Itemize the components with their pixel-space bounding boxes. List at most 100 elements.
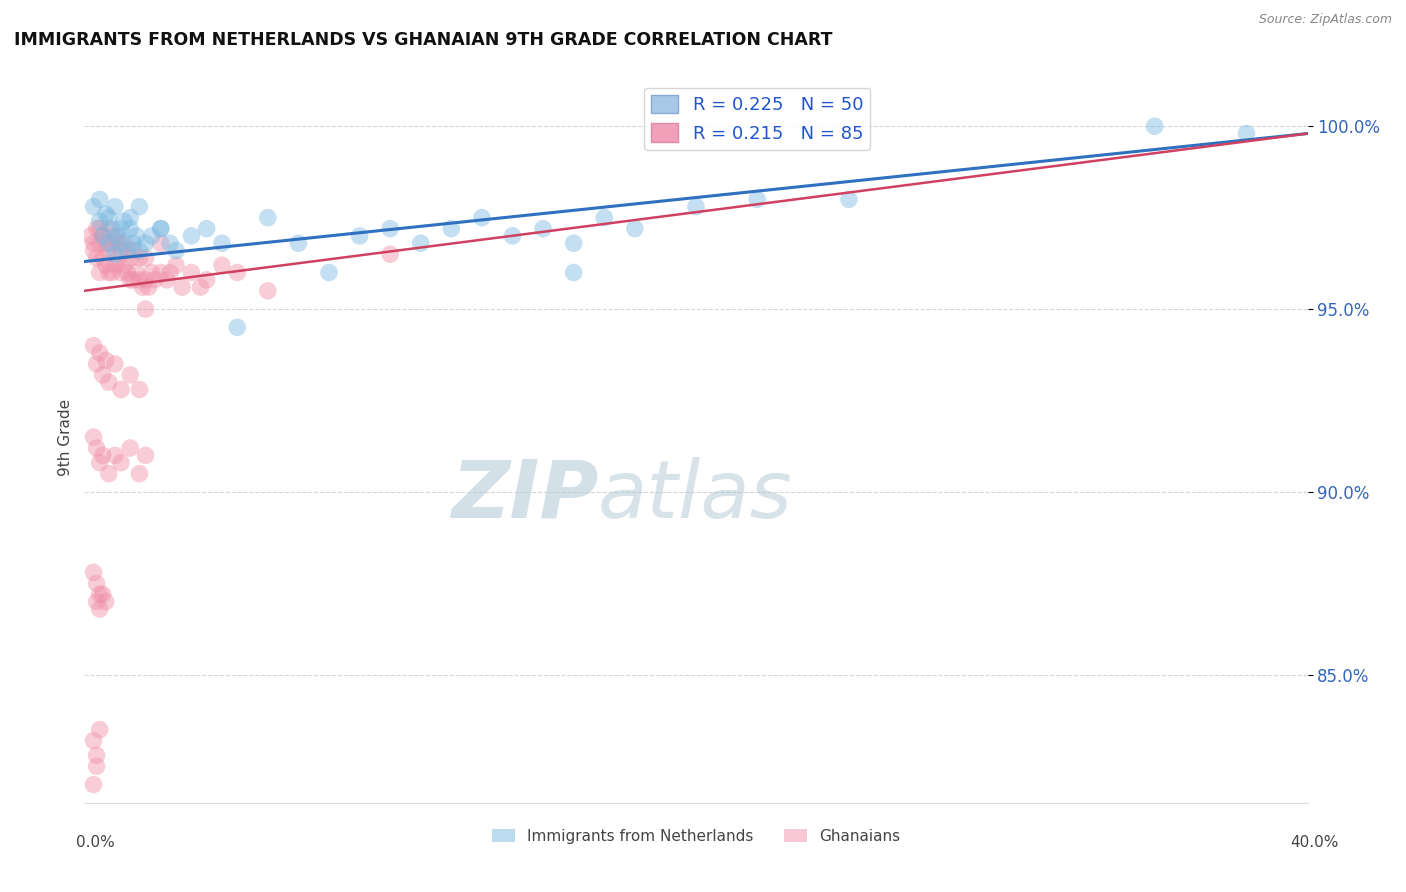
Point: [349, 228, 371, 243]
Point: [83, 430, 105, 444]
Point: [471, 211, 494, 225]
Point: [747, 193, 769, 207]
Point: [94, 236, 117, 251]
Point: [89, 346, 111, 360]
Point: [141, 265, 163, 279]
Point: [409, 236, 432, 251]
Point: [83, 200, 105, 214]
Point: [120, 251, 142, 265]
Text: 0.0%: 0.0%: [76, 836, 115, 850]
Point: [149, 236, 172, 251]
Point: [86, 759, 108, 773]
Point: [104, 258, 127, 272]
Point: [141, 228, 163, 243]
Point: [107, 236, 129, 251]
Point: [165, 258, 187, 272]
Point: [91, 368, 114, 382]
Point: [86, 221, 108, 235]
Point: [115, 265, 138, 279]
Point: [122, 236, 145, 251]
Point: [89, 265, 111, 279]
Point: [89, 602, 111, 616]
Point: [149, 221, 172, 235]
Point: [226, 320, 249, 334]
Point: [1236, 127, 1258, 141]
Point: [97, 244, 120, 258]
Point: [190, 280, 212, 294]
Point: [83, 339, 105, 353]
Point: [838, 193, 860, 207]
Point: [172, 280, 194, 294]
Point: [83, 566, 105, 580]
Point: [86, 576, 108, 591]
Point: [86, 251, 108, 265]
Point: [122, 244, 145, 258]
Point: [685, 200, 707, 214]
Point: [83, 236, 105, 251]
Point: [562, 265, 585, 279]
Point: [89, 193, 111, 207]
Point: [180, 228, 202, 243]
Point: [135, 236, 157, 251]
Point: [91, 587, 114, 601]
Point: [115, 244, 138, 258]
Point: [128, 467, 150, 481]
Point: [107, 228, 129, 243]
Point: [195, 221, 218, 235]
Point: [128, 251, 150, 265]
Point: [83, 244, 105, 258]
Text: atlas: atlas: [598, 457, 793, 534]
Point: [211, 236, 233, 251]
Point: [104, 228, 127, 243]
Point: [112, 258, 135, 272]
Point: [195, 273, 218, 287]
Point: [89, 587, 111, 601]
Point: [97, 211, 120, 225]
Point: [104, 448, 127, 462]
Point: [86, 441, 108, 455]
Point: [89, 723, 111, 737]
Point: [110, 383, 132, 397]
Point: [380, 221, 402, 235]
Y-axis label: 9th Grade: 9th Grade: [58, 399, 73, 475]
Point: [125, 265, 148, 279]
Point: [94, 207, 117, 221]
Point: [135, 251, 157, 265]
Point: [128, 273, 150, 287]
Point: [287, 236, 309, 251]
Point: [79, 228, 101, 243]
Point: [97, 221, 120, 235]
Point: [120, 221, 142, 235]
Point: [531, 221, 554, 235]
Point: [97, 236, 120, 251]
Point: [86, 748, 108, 763]
Point: [159, 236, 181, 251]
Point: [112, 214, 135, 228]
Point: [110, 221, 132, 235]
Point: [502, 228, 524, 243]
Text: Source: ZipAtlas.com: Source: ZipAtlas.com: [1258, 13, 1392, 27]
Point: [107, 251, 129, 265]
Point: [135, 301, 157, 317]
Point: [86, 357, 108, 371]
Point: [89, 221, 111, 235]
Point: [86, 594, 108, 608]
Point: [97, 265, 120, 279]
Point: [91, 228, 114, 243]
Text: IMMIGRANTS FROM NETHERLANDS VS GHANAIAN 9TH GRADE CORRELATION CHART: IMMIGRANTS FROM NETHERLANDS VS GHANAIAN …: [14, 31, 832, 49]
Text: 40.0%: 40.0%: [1291, 836, 1339, 850]
Point: [159, 265, 181, 279]
Point: [318, 265, 340, 279]
Point: [89, 456, 111, 470]
Point: [135, 273, 157, 287]
Point: [101, 221, 124, 235]
Point: [110, 244, 132, 258]
Point: [101, 265, 124, 279]
Point: [91, 251, 114, 265]
Point: [624, 221, 647, 235]
Point: [89, 214, 111, 228]
Point: [1143, 119, 1166, 133]
Point: [94, 353, 117, 368]
Point: [149, 221, 172, 235]
Point: [211, 258, 233, 272]
